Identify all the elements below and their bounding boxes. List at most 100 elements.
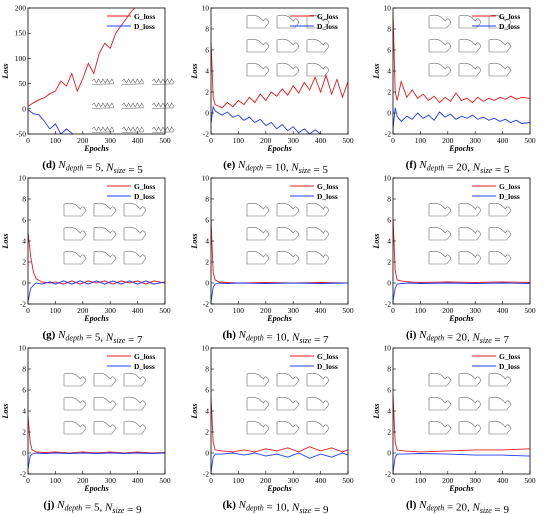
series-line-g-loss	[211, 41, 348, 109]
x-tick-label: 300	[288, 306, 300, 315]
inset-curve	[93, 250, 117, 265]
inset-curve	[63, 420, 87, 435]
x-axis-label: Epochs	[266, 484, 291, 493]
x-axis-label: Epochs	[266, 144, 291, 153]
y-axis-label: Loss	[1, 63, 10, 79]
subplot-e: 0 100 200 300 400 500-20246810EpochsLossG_los…	[190, 4, 354, 177]
inset-curve	[488, 420, 512, 435]
subplot-caption: (j) Ndepth = 5, Nsize = 9	[43, 499, 142, 514]
x-tick-label: 400	[497, 136, 509, 145]
y-tick-label: 4	[22, 407, 26, 416]
x-tick-label: 0	[209, 136, 213, 145]
y-tick-label: -50	[16, 130, 26, 139]
inset-curve	[123, 372, 147, 387]
x-tick-label: 200	[260, 306, 272, 315]
x-tick-label: 200	[442, 306, 454, 315]
x-tick-label: 400	[132, 306, 144, 315]
y-tick-label: 10	[202, 344, 210, 353]
series-line-g-loss	[28, 232, 165, 285]
series-line-d-loss	[393, 107, 530, 129]
subplot-caption: (f) Ndepth = 20, Nsize = 5	[406, 159, 510, 176]
inset-curve	[276, 396, 300, 411]
inset-curve	[93, 420, 117, 435]
inset-curve	[63, 202, 87, 217]
y-tick-label: -2	[385, 130, 391, 139]
subplot-caption: (l) Ndepth = 20, Nsize = 9	[406, 499, 510, 514]
inset-thumbnails	[91, 78, 175, 133]
y-tick-label: 8	[387, 25, 391, 34]
x-tick-label: 100	[233, 476, 245, 485]
x-tick-label: 500	[524, 136, 536, 145]
legend-label-d: D_loss	[134, 22, 155, 31]
x-tick-label: 200	[77, 306, 89, 315]
legend-label-g: G_loss	[317, 12, 338, 21]
y-tick-label: 4	[22, 237, 26, 246]
inset-curve	[151, 78, 175, 85]
subplot-caption: (k) Ndepth = 10, Nsize = 9	[222, 499, 329, 514]
inset-curve	[91, 102, 115, 109]
series-line-d-loss	[28, 109, 74, 134]
y-tick-label: 6	[22, 386, 26, 395]
y-tick-label: 0	[387, 109, 391, 118]
y-tick-label: 2	[22, 258, 26, 267]
y-tick-label: 0	[22, 104, 26, 113]
series-line-g-loss	[393, 217, 530, 283]
inset-thumbnails	[428, 372, 512, 435]
inset-curve	[488, 202, 512, 217]
inset-curve	[428, 396, 452, 411]
x-tick-label: 300	[470, 476, 482, 485]
y-axis-label: Loss	[1, 233, 10, 249]
inset-thumbnails	[246, 202, 330, 265]
legend-label-g: G_loss	[134, 12, 155, 21]
inset-curve	[488, 62, 512, 77]
x-tick-label: 0	[391, 136, 395, 145]
subplot-caption: (d) Ndepth = 5, Nsize = 5	[42, 159, 143, 176]
legend-label-d: D_loss	[499, 362, 520, 371]
y-tick-label: 6	[22, 216, 26, 225]
x-tick-label: 500	[342, 306, 354, 315]
legend-label-d: D_loss	[317, 362, 338, 371]
legend-label-g: G_loss	[134, 182, 155, 191]
y-tick-label: 2	[205, 258, 209, 267]
inset-curve	[306, 14, 330, 29]
x-tick-label: 100	[50, 476, 62, 485]
y-tick-label: 200	[15, 4, 27, 13]
subplot-k: 0 100 200 300 400 500-20246810EpochsLossG_los…	[190, 344, 354, 514]
inset-curve	[488, 226, 512, 241]
inset-curve	[306, 420, 330, 435]
y-tick-label: 10	[202, 174, 210, 183]
x-axis-label: Epochs	[83, 144, 108, 153]
subplot-caption: (h) Ndepth = 10, Nsize = 7	[222, 329, 329, 346]
inset-curve	[123, 420, 147, 435]
series-line-g-loss	[211, 219, 348, 284]
y-tick-label: 150	[15, 29, 27, 38]
series-line-g-loss	[211, 397, 348, 453]
inset-curve	[151, 102, 175, 109]
x-tick-label: 300	[470, 136, 482, 145]
x-tick-label: 0	[26, 476, 30, 485]
y-tick-label: -2	[385, 300, 391, 309]
y-tick-label: 4	[205, 407, 209, 416]
series-line-d-loss	[211, 282, 348, 302]
x-tick-label: 0	[209, 306, 213, 315]
inset-curve	[428, 420, 452, 435]
legend-label-d: D_loss	[499, 22, 520, 31]
y-tick-label: 10	[19, 174, 27, 183]
x-tick-label: 500	[342, 476, 354, 485]
x-tick-label: 0	[26, 136, 30, 145]
inset-curve	[93, 226, 117, 241]
x-tick-label: 400	[132, 476, 144, 485]
y-tick-label: 0	[22, 279, 26, 288]
inset-curve	[91, 78, 115, 85]
y-tick-label: 0	[205, 109, 209, 118]
x-tick-label: 200	[442, 476, 454, 485]
x-tick-label: 400	[497, 476, 509, 485]
inset-curve	[306, 250, 330, 265]
y-tick-label: 2	[387, 258, 391, 267]
inset-curve	[306, 62, 330, 77]
